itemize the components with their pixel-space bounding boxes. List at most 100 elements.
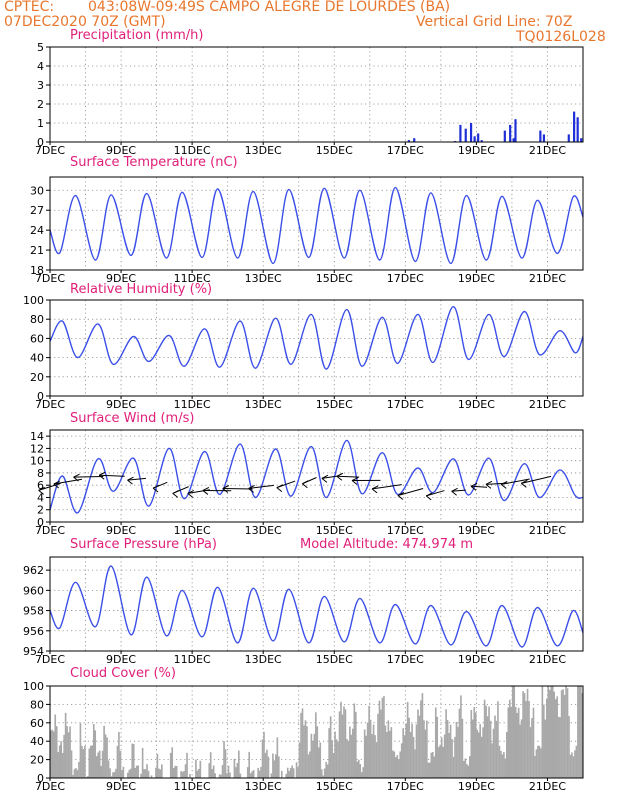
cloud-bar <box>522 691 524 778</box>
precip-bar <box>512 138 515 142</box>
cloud-bar <box>246 767 249 778</box>
cloud-bar <box>467 765 470 778</box>
cloud-bar <box>174 765 176 778</box>
cloud-bar <box>445 709 447 778</box>
cloud-bar <box>547 686 550 778</box>
cloud-bar <box>109 768 111 778</box>
cloud-bar <box>480 736 483 778</box>
cloud-bar <box>483 699 486 778</box>
cloud-bar <box>525 701 527 778</box>
cloud-bar <box>64 712 67 778</box>
cloud-bar <box>209 752 212 778</box>
cloud-bar <box>346 739 348 778</box>
panel-frame <box>49 429 584 523</box>
cloud-bar <box>443 734 446 778</box>
y-tick-label: 18 <box>30 264 44 277</box>
cloud-bar <box>396 755 399 778</box>
cloud-bar <box>368 705 370 778</box>
y-tick-label: 1 <box>37 117 44 130</box>
cloud-bar <box>568 716 570 778</box>
cloud-bar <box>485 705 487 778</box>
cloud-bar <box>54 714 57 778</box>
x-tick-label: 9DEC <box>106 653 136 666</box>
cloud-bar <box>76 769 79 778</box>
cloud-bar <box>543 704 545 778</box>
cloud-bar <box>155 767 157 778</box>
cloud-bar <box>400 743 403 778</box>
panel-3 <box>46 299 584 399</box>
wind-barb <box>521 475 552 484</box>
y-tick-label: 20 <box>30 371 44 384</box>
cloud-bar <box>504 758 507 778</box>
cloud-bar <box>70 750 73 778</box>
x-tick-label: 19DEC <box>458 653 495 666</box>
cloud-bar <box>238 750 240 778</box>
cloud-bar <box>315 712 317 778</box>
cloud-bar <box>301 708 304 778</box>
cloud-bar <box>366 722 369 778</box>
x-tick-label: 7DEC <box>35 398 65 411</box>
x-tick-label: 15DEC <box>316 780 353 793</box>
cloud-bar <box>501 754 504 778</box>
precip-bar <box>480 140 483 142</box>
x-tick-label: 19DEC <box>458 524 495 537</box>
cloud-bar <box>535 749 538 778</box>
y-tick-label: 0 <box>37 136 44 149</box>
cloud-bar <box>272 753 274 778</box>
chart-header: CPTEC: 043:08W-09:49S CAMPO ALEGRE DE LO… <box>0 0 618 48</box>
cloud-bar <box>412 736 415 778</box>
cloud-bar <box>158 768 160 778</box>
y-tick-label: 27 <box>30 204 44 217</box>
cloud-bar <box>319 742 322 778</box>
wind-barb-head <box>425 492 433 501</box>
cloud-bar <box>357 759 360 778</box>
cloud-bar <box>440 737 443 778</box>
cloud-bar <box>559 717 561 778</box>
x-tick-label: 21DEC <box>529 272 566 285</box>
cloud-bar <box>405 723 407 778</box>
cloud-bar <box>121 770 123 778</box>
cloud-bar <box>463 760 465 778</box>
x-tick-label: 21DEC <box>529 144 566 157</box>
cloud-bar <box>58 745 61 778</box>
cloud-bar <box>66 726 68 778</box>
x-tick-label: 11DEC <box>174 780 211 793</box>
panel-4 <box>38 429 584 525</box>
x-tick-label: 17DEC <box>387 524 424 537</box>
cloud-bar <box>292 768 295 778</box>
cloud-bar <box>258 770 261 778</box>
y-tick-label: 14 <box>30 430 44 443</box>
cloud-bar <box>434 707 437 778</box>
cloud-bar <box>464 758 467 778</box>
wind-barb-head <box>202 486 210 495</box>
x-tick-label: 11DEC <box>174 653 211 666</box>
cloud-bar <box>50 730 52 778</box>
cloud-bar <box>107 760 110 778</box>
panel-title: Precipitation (mm/h) <box>70 28 203 43</box>
cloud-bar <box>214 773 216 778</box>
precip-bar <box>509 124 512 142</box>
y-tick-label: 4 <box>37 491 44 504</box>
cloud-bar <box>303 725 305 778</box>
cloud-bar <box>461 718 464 778</box>
cloud-bar <box>195 759 197 778</box>
x-tick-label: 9DEC <box>106 780 136 793</box>
cloud-bar <box>569 754 572 778</box>
cloud-bar <box>473 707 476 778</box>
cloud-bar <box>424 729 427 778</box>
cloud-bar <box>144 769 147 778</box>
wind-barb <box>222 487 253 490</box>
cloud-bar <box>98 750 101 778</box>
cloud-bar <box>523 693 526 778</box>
wind-barb <box>248 484 274 489</box>
cloud-bar <box>498 745 501 778</box>
cloud-bar <box>137 765 139 778</box>
cloud-bar <box>353 703 356 778</box>
cloud-bar <box>479 724 481 778</box>
cloud-bar <box>78 761 80 778</box>
cloud-bar <box>224 749 227 778</box>
cloud-bar <box>344 709 347 778</box>
x-tick-label: 19DEC <box>458 398 495 411</box>
panel-2 <box>46 176 584 273</box>
precip-bar <box>503 130 506 142</box>
